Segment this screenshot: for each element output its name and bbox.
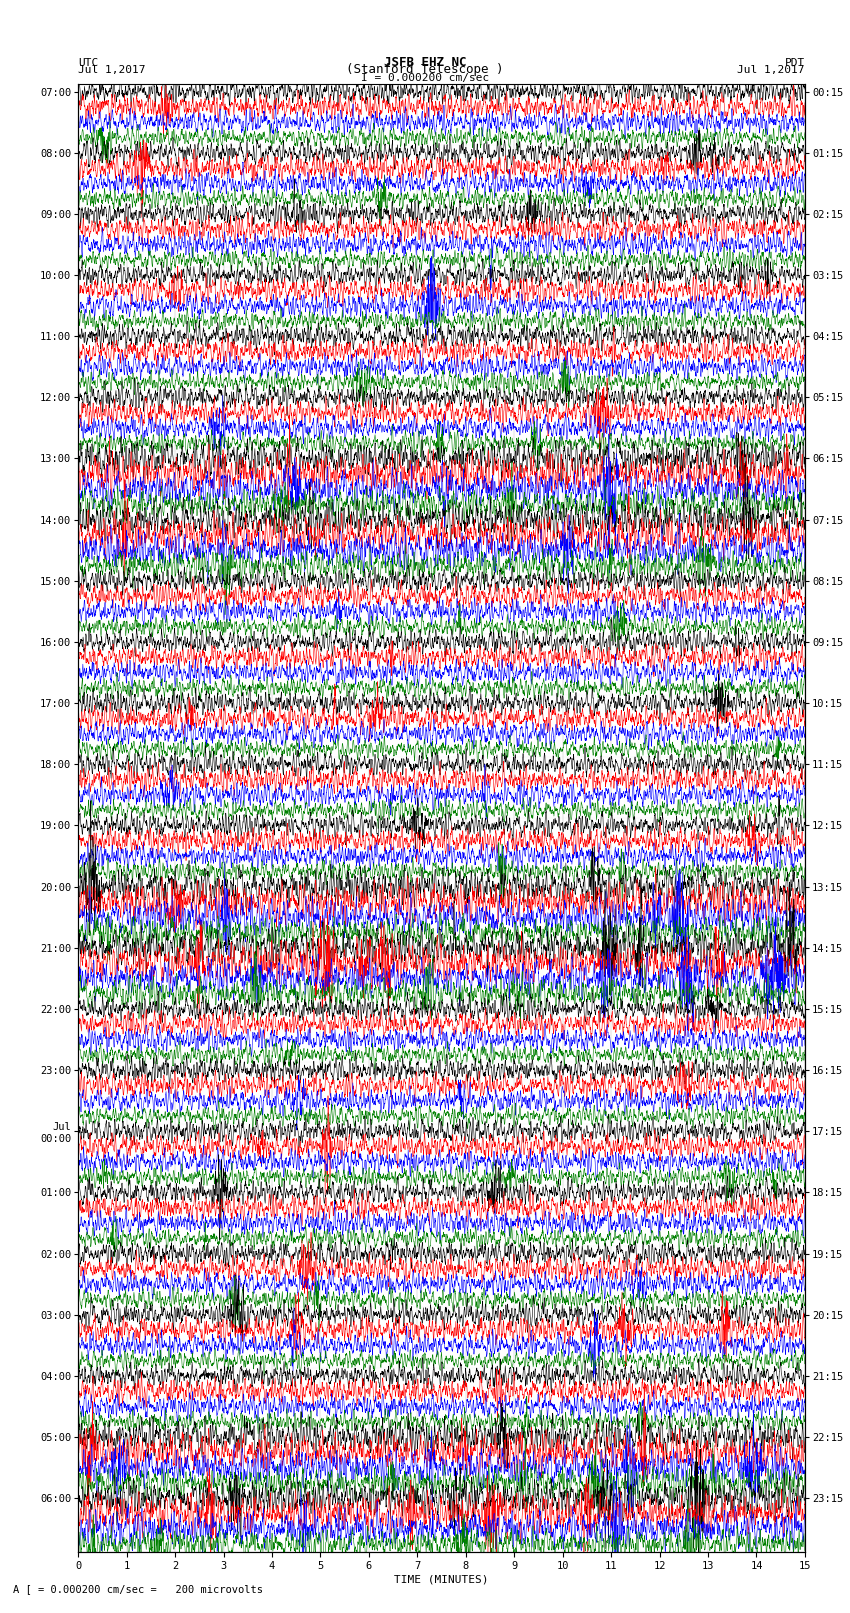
Text: UTC: UTC (78, 58, 99, 68)
Text: (Stanford Telescope ): (Stanford Telescope ) (346, 63, 504, 76)
Text: JSFB EHZ NC: JSFB EHZ NC (383, 55, 467, 69)
Text: A [ = 0.000200 cm/sec =   200 microvolts: A [ = 0.000200 cm/sec = 200 microvolts (13, 1584, 263, 1594)
Text: Jul 1,2017: Jul 1,2017 (738, 65, 805, 76)
Text: Jul 1,2017: Jul 1,2017 (78, 65, 145, 76)
Text: I = 0.000200 cm/sec: I = 0.000200 cm/sec (361, 73, 489, 82)
Text: PDT: PDT (785, 58, 805, 68)
X-axis label: TIME (MINUTES): TIME (MINUTES) (394, 1574, 489, 1584)
